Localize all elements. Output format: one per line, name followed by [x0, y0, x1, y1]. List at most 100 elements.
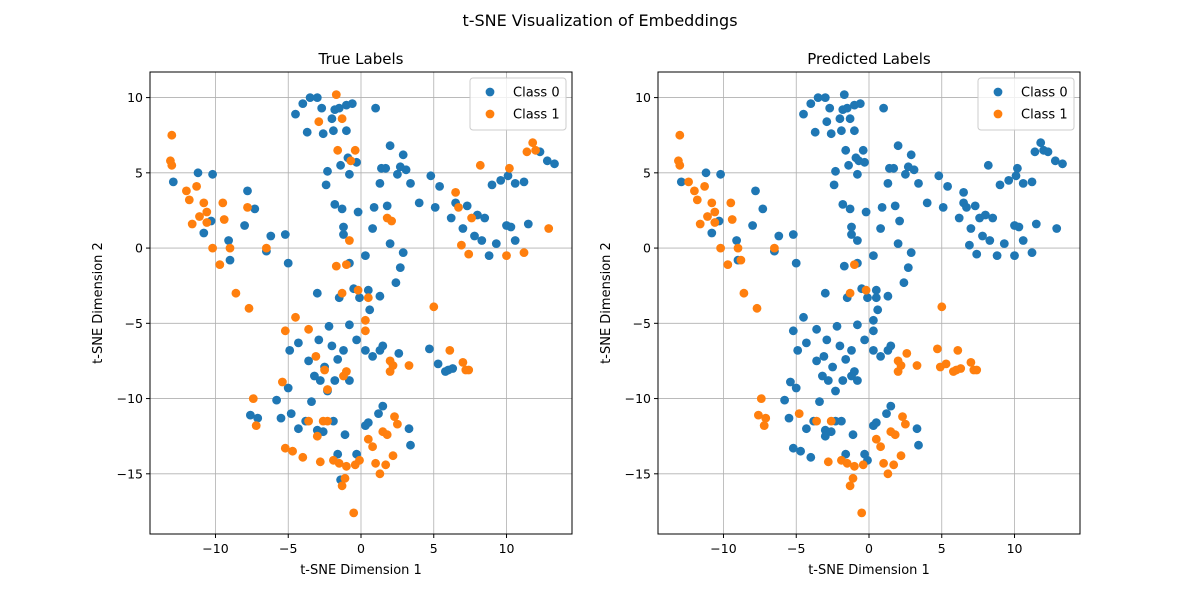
point-class-1 [182, 186, 191, 196]
point-class-0 [491, 239, 501, 249]
figure-title: t-SNE Visualization of Embeddings [462, 11, 737, 30]
point-class-0 [788, 230, 798, 239]
point-class-0 [327, 114, 337, 124]
legend-label-class-1: Class 1 [513, 108, 560, 123]
point-class-0 [903, 263, 913, 272]
point-class-0 [339, 230, 348, 239]
point-class-0 [844, 160, 853, 170]
point-class-1 [404, 361, 414, 370]
point-class-0 [368, 224, 377, 233]
x-tick-label: −5 [787, 541, 805, 556]
point-class-0 [871, 285, 881, 295]
point-class-1 [475, 160, 485, 170]
point-class-1 [710, 207, 720, 217]
point-class-0 [838, 200, 848, 209]
point-class-1 [896, 451, 906, 461]
point-class-0 [329, 126, 338, 136]
point-class-1 [323, 416, 332, 426]
point-class-0 [315, 376, 325, 385]
x-tick-label: 10 [499, 541, 515, 556]
point-class-0 [291, 109, 300, 119]
point-class-1 [345, 236, 354, 245]
point-class-1 [278, 377, 287, 387]
y-tick-label: 5 [135, 165, 143, 180]
point-class-0 [283, 258, 293, 268]
point-class-0 [893, 141, 903, 151]
point-class-0 [786, 377, 795, 387]
point-class-1 [280, 443, 290, 453]
point-class-1 [675, 160, 685, 170]
point-class-0 [802, 424, 811, 434]
point-class-0 [869, 315, 878, 325]
point-class-1 [759, 421, 769, 430]
point-class-1 [451, 188, 460, 197]
legend-label-class-0: Class 0 [1021, 86, 1068, 101]
point-class-0 [879, 103, 888, 113]
point-class-0 [837, 126, 846, 136]
point-class-0 [477, 236, 487, 245]
y-tick-label: 5 [643, 165, 651, 180]
point-class-0 [312, 93, 322, 102]
point-class-0 [873, 305, 883, 315]
point-class-0 [839, 90, 849, 99]
point-class-0 [835, 114, 845, 124]
point-class-1 [184, 195, 194, 205]
point-class-1 [761, 413, 771, 423]
point-class-0 [345, 169, 354, 179]
y-tick-label: −10 [117, 391, 143, 406]
point-class-0 [246, 410, 255, 420]
point-class-0 [345, 320, 354, 330]
point-class-0 [487, 180, 497, 190]
point-class-0 [435, 182, 444, 191]
x-tick-label: −10 [710, 541, 736, 556]
point-class-0 [363, 285, 373, 295]
point-class-1 [933, 344, 942, 354]
point-class-0 [850, 126, 859, 136]
point-class-0 [391, 278, 401, 288]
point-class-1 [684, 177, 693, 187]
point-class-0 [853, 169, 862, 179]
point-class-1 [361, 326, 370, 336]
point-class-1 [167, 130, 177, 140]
point-class-0 [503, 171, 513, 181]
point-class-1 [291, 312, 300, 322]
point-class-0 [433, 359, 443, 369]
true-labels-panel: −10 −5 0 5 10 −15 −10 −5 0 5 10 True Labels t-SNE Di… [91, 50, 573, 578]
point-class-0 [848, 430, 858, 440]
point-class-0 [988, 213, 998, 223]
point-class-0 [893, 239, 903, 249]
legend-marker-class-1 [485, 109, 495, 119]
point-class-0 [342, 126, 351, 136]
point-class-0 [847, 346, 856, 355]
point-class-0 [855, 99, 865, 108]
point-class-1 [522, 147, 532, 157]
point-class-0 [519, 177, 529, 187]
point-class-0 [347, 99, 357, 108]
legend: Class 0 Class 1 [977, 77, 1075, 131]
point-class-0 [858, 145, 868, 155]
point-class-1 [842, 458, 852, 468]
point-class-0 [959, 188, 968, 197]
point-class-1 [323, 385, 332, 394]
point-class-0 [224, 236, 234, 245]
point-class-1 [215, 260, 225, 269]
point-class-1 [314, 117, 324, 127]
point-class-0 [334, 103, 344, 113]
point-class-1 [794, 409, 804, 418]
point-class-0 [294, 338, 303, 348]
point-class-1 [826, 416, 836, 426]
point-class-1 [861, 285, 871, 295]
point-class-1 [393, 419, 402, 429]
point-class-1 [382, 430, 392, 440]
point-class-1 [528, 138, 538, 148]
point-class-0 [168, 177, 178, 187]
point-class-0 [1043, 147, 1053, 157]
point-class-0 [812, 356, 821, 366]
point-class-0 [983, 160, 993, 170]
point-class-1 [812, 416, 821, 426]
point-class-1 [848, 473, 858, 483]
point-class-0 [810, 127, 820, 137]
point-class-1 [845, 481, 855, 491]
point-class-0 [825, 103, 835, 113]
